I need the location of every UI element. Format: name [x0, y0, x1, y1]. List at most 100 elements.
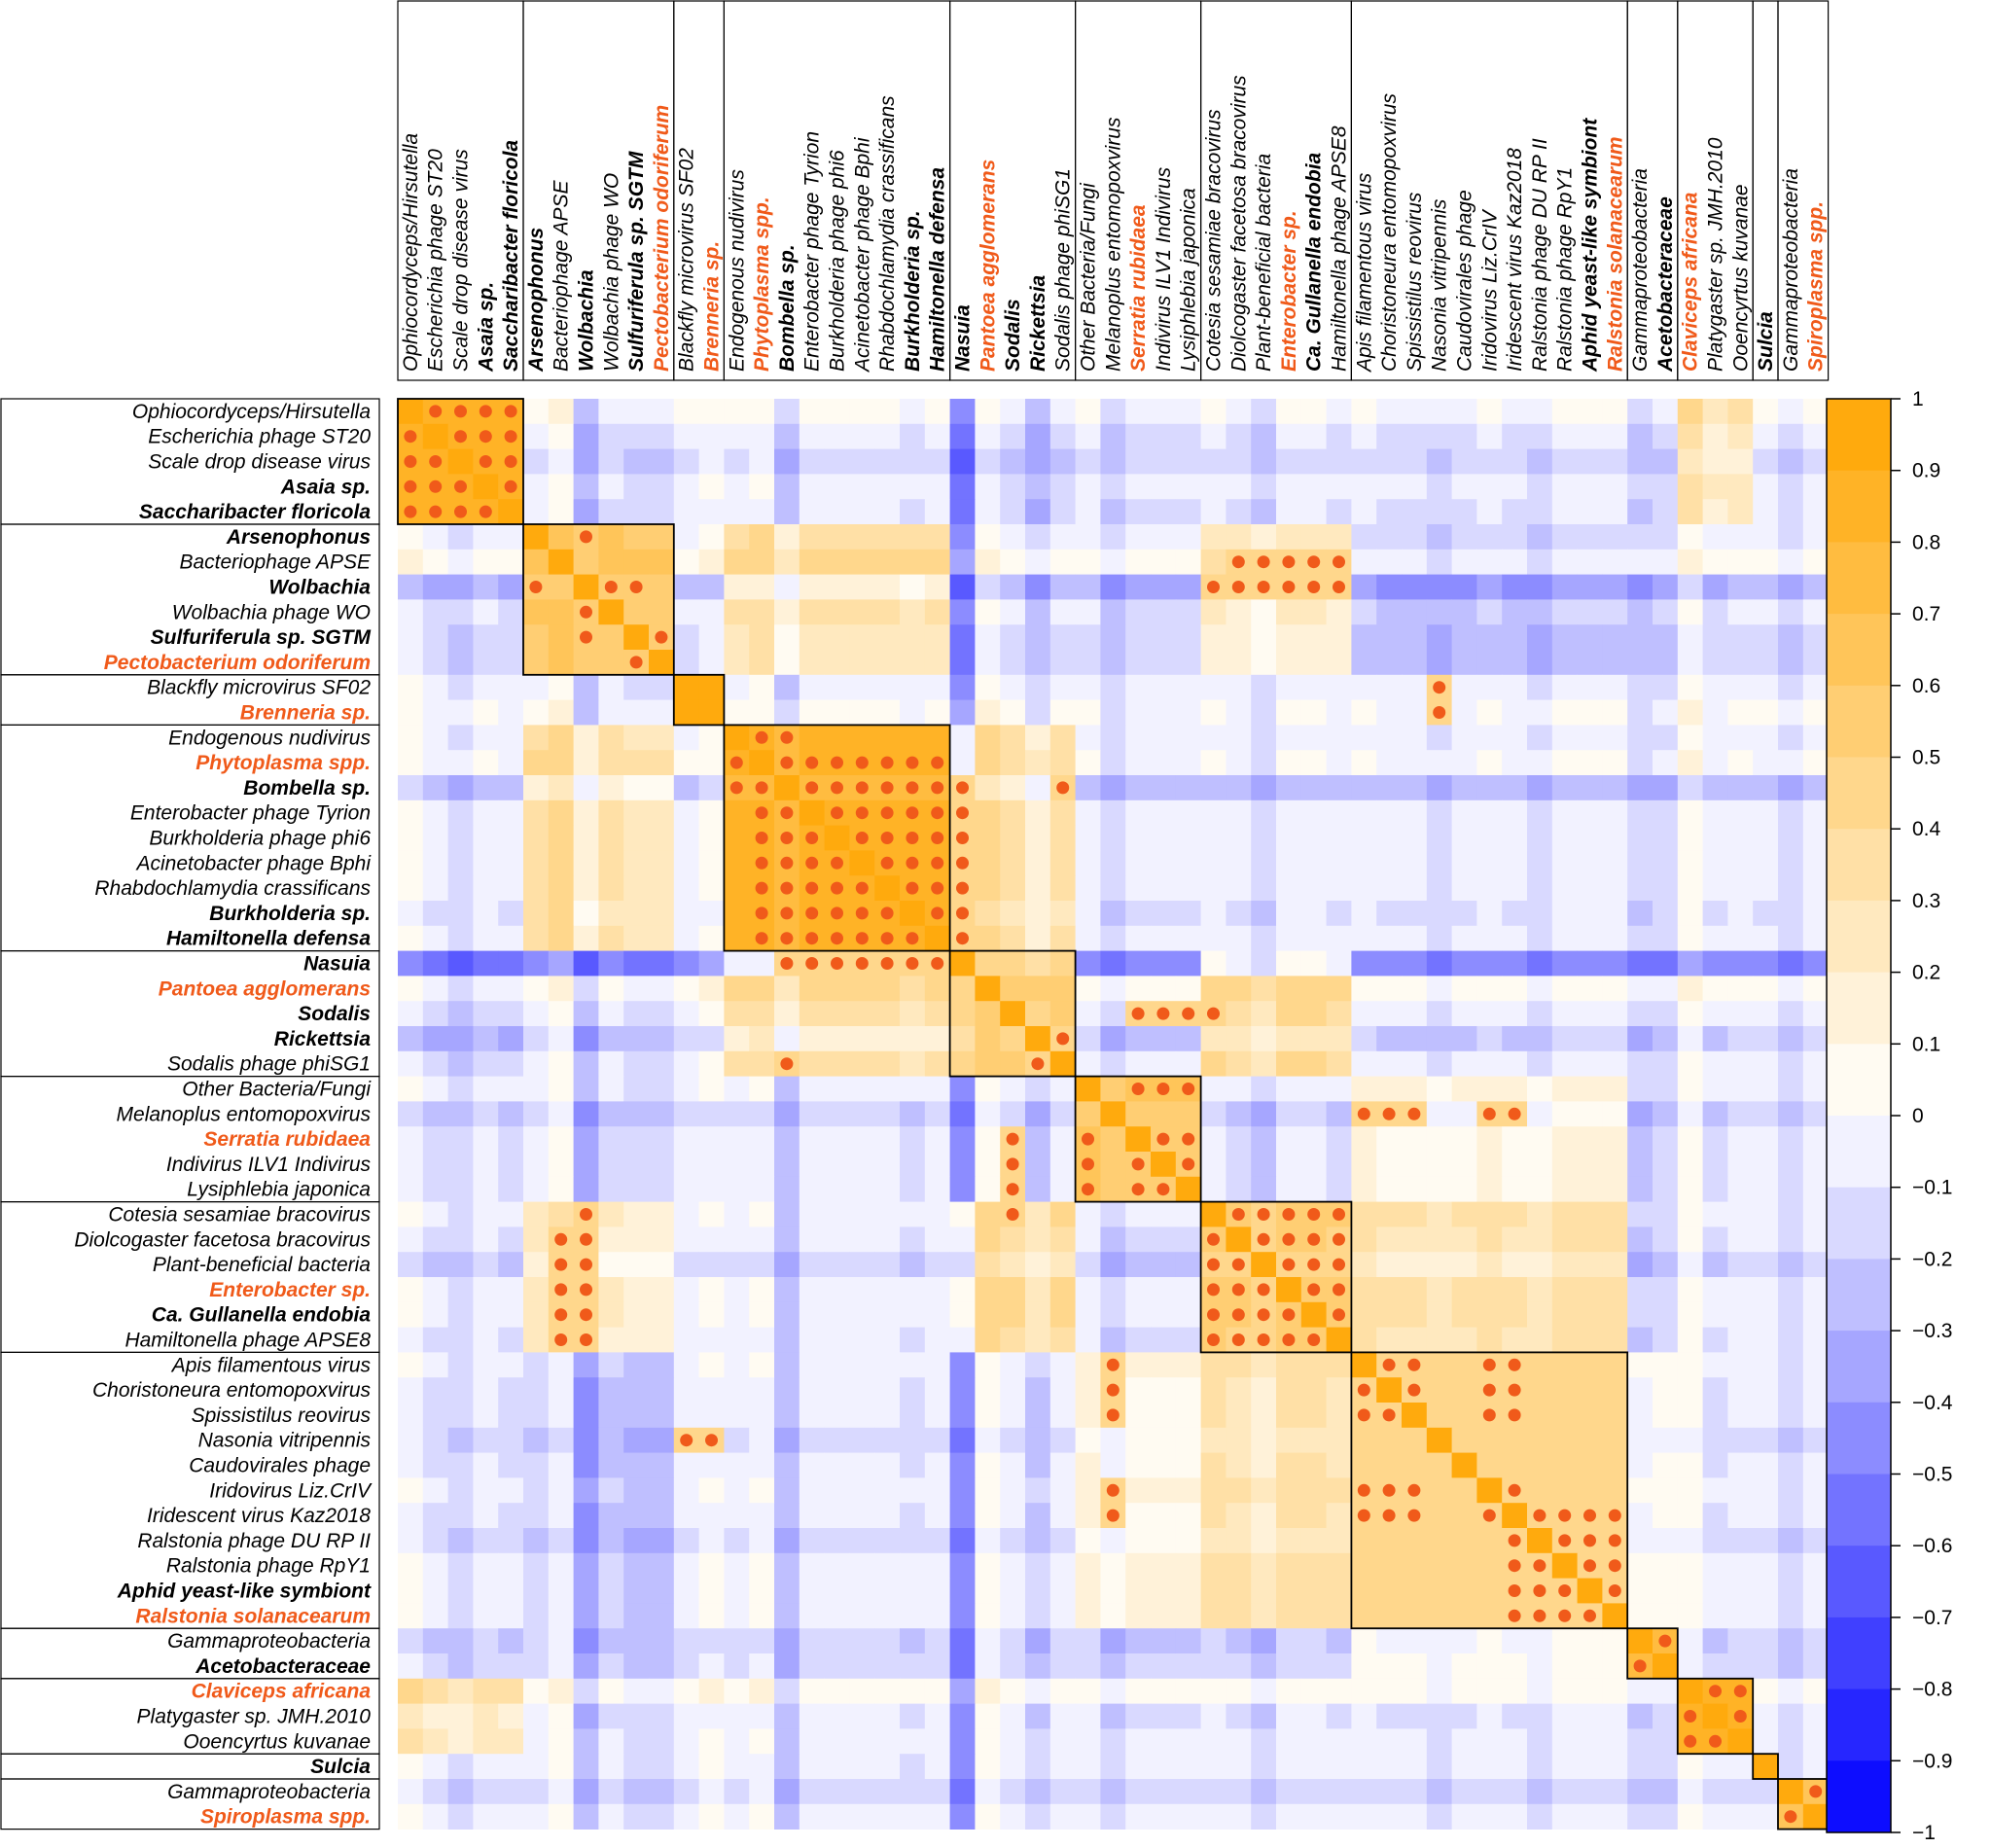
heatmap-cell [1175, 1176, 1201, 1202]
heatmap-cell [1049, 1552, 1076, 1579]
heatmap-cell [1326, 901, 1352, 927]
heatmap-cell [1727, 524, 1754, 551]
significance-dot [1608, 1584, 1621, 1597]
heatmap-cell [422, 800, 448, 826]
significance-dot [956, 856, 969, 870]
heatmap-cell [1376, 1678, 1403, 1704]
heatmap-cell [900, 1352, 926, 1378]
heatmap-cell [1551, 1101, 1578, 1127]
heatmap-cell [1300, 1803, 1327, 1830]
heatmap-cell [1602, 950, 1628, 977]
heatmap-cell [900, 1628, 926, 1654]
heatmap-cell [1602, 699, 1628, 726]
heatmap-cell [1727, 624, 1754, 651]
significance-dot [429, 480, 443, 493]
heatmap-cell [598, 1477, 624, 1504]
heatmap-cell [1075, 1026, 1101, 1052]
heatmap-cell [422, 1126, 448, 1153]
significance-dot [504, 430, 517, 444]
heatmap-cell [1778, 1301, 1804, 1328]
heatmap-cell [649, 950, 675, 977]
heatmap-cell [1049, 1678, 1076, 1704]
heatmap-cell [1049, 448, 1076, 475]
heatmap-cell [1351, 976, 1377, 1002]
significance-dot [1583, 1534, 1596, 1547]
heatmap-cell [1000, 524, 1026, 551]
heatmap-cell [824, 1277, 850, 1303]
heatmap-cell [924, 1503, 950, 1529]
significance-dot [1558, 1509, 1572, 1522]
heatmap-cell [1251, 1803, 1277, 1830]
heatmap-cell [573, 1026, 599, 1052]
heatmap-cell [1602, 1703, 1628, 1729]
heatmap-cell [1326, 448, 1352, 475]
heatmap-cell [598, 1277, 624, 1303]
heatmap-cell [1300, 800, 1327, 826]
heatmap-cell [1627, 850, 1653, 876]
colorbar-tick-label: 0.4 [1912, 818, 1941, 840]
heatmap-cell [1727, 1050, 1754, 1077]
heatmap-cell [498, 1728, 524, 1755]
heatmap-cell [1527, 1201, 1553, 1227]
heatmap-cell [1653, 875, 1679, 902]
heatmap-cell [698, 1678, 725, 1704]
significance-dot [831, 906, 843, 920]
column-label: Scale drop disease virus [450, 149, 473, 372]
heatmap-cell [1627, 1578, 1653, 1604]
heatmap-cell [1451, 775, 1477, 801]
heatmap-cell [749, 1301, 775, 1328]
colorbar-tick-label: 0.2 [1912, 962, 1940, 984]
heatmap-cell [1753, 1503, 1779, 1529]
heatmap-cell [698, 1703, 725, 1729]
heatmap-cell [1000, 976, 1026, 1002]
heatmap-cell [1025, 1301, 1051, 1328]
colorbar-step [1827, 972, 1891, 1045]
heatmap-cell [1376, 901, 1403, 927]
heatmap-cell [1326, 1076, 1352, 1102]
heatmap-cell [1351, 448, 1377, 475]
heatmap-cell [1527, 474, 1553, 500]
heatmap-cell [749, 1352, 775, 1378]
heatmap-cell [649, 1628, 675, 1654]
heatmap-cell [924, 1427, 950, 1453]
heatmap-cell [1402, 800, 1428, 826]
heatmap-cell [1351, 650, 1377, 676]
heatmap-cell [1551, 1152, 1578, 1178]
column-label: Sulcia [1755, 311, 1777, 372]
heatmap-cell [924, 1728, 950, 1755]
heatmap-cell [1551, 825, 1578, 851]
heatmap-cell [1802, 1452, 1829, 1478]
row-label: Escherichia phage ST20 [148, 426, 371, 448]
heatmap-cell [1175, 1477, 1201, 1504]
heatmap-cell [1251, 1076, 1277, 1102]
heatmap-cell [824, 1176, 850, 1202]
heatmap-cell [1753, 399, 1779, 425]
heatmap-cell [1151, 1026, 1177, 1052]
heatmap-cell [1502, 850, 1528, 876]
heatmap-cell [398, 1628, 424, 1654]
heatmap-cell [498, 1427, 524, 1453]
heatmap-cell [1300, 1050, 1327, 1077]
heatmap-cell [975, 875, 1001, 902]
heatmap-cell [1502, 1050, 1528, 1077]
heatmap-cell [1677, 599, 1703, 625]
heatmap-cell [724, 1427, 750, 1453]
significance-dot [1482, 1509, 1496, 1522]
heatmap-cell [975, 549, 1001, 575]
column-label: Diolcogaster facetosa bracovirus [1227, 75, 1250, 372]
heatmap-cell [649, 1377, 675, 1404]
colorbar-step [1827, 1044, 1891, 1117]
heatmap-cell [623, 1301, 650, 1328]
heatmap-cell [1200, 650, 1227, 676]
heatmap-cell [1727, 699, 1754, 726]
heatmap-cell [1049, 1603, 1076, 1629]
heatmap-cell [1627, 825, 1653, 851]
heatmap-cell [1226, 1477, 1252, 1504]
significance-dot [805, 756, 819, 769]
heatmap-cell [398, 1477, 424, 1504]
heatmap-cell [673, 1050, 699, 1077]
heatmap-cell [398, 1152, 424, 1178]
heatmap-cell [749, 1728, 775, 1755]
heatmap-cell [1125, 1603, 1152, 1629]
heatmap-cell [1677, 1050, 1703, 1077]
